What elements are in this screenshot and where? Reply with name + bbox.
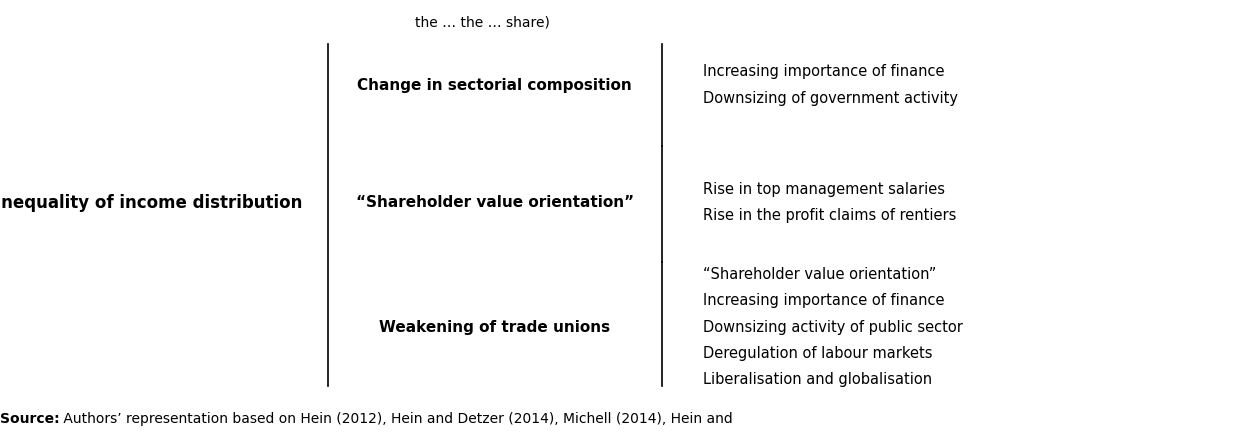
- Text: Rise in the profit claims of rentiers: Rise in the profit claims of rentiers: [703, 208, 956, 223]
- Text: “Shareholder value orientation”: “Shareholder value orientation”: [356, 195, 633, 210]
- Text: Liberalisation and globalisation: Liberalisation and globalisation: [703, 372, 931, 387]
- Text: Weakening of trade unions: Weakening of trade unions: [380, 320, 610, 334]
- Text: “Shareholder value orientation”: “Shareholder value orientation”: [703, 267, 936, 282]
- Text: Authors’ representation based on Hein (2012), Hein and Detzer (2014), Michell (2: Authors’ representation based on Hein (2…: [59, 412, 732, 426]
- Text: Downsizing of government activity: Downsizing of government activity: [703, 91, 957, 106]
- Text: Rise in top management salaries: Rise in top management salaries: [703, 182, 945, 197]
- Text: Increasing importance of finance: Increasing importance of finance: [703, 293, 944, 308]
- Text: Change in sectorial composition: Change in sectorial composition: [357, 78, 632, 92]
- Text: Inequality of income distribution: Inequality of income distribution: [0, 194, 302, 212]
- Text: Downsizing activity of public sector: Downsizing activity of public sector: [703, 320, 962, 334]
- Text: Increasing importance of finance: Increasing importance of finance: [703, 65, 944, 79]
- Text: the … the … share): the … the … share): [414, 15, 550, 29]
- Text: Source:: Source:: [0, 412, 59, 426]
- Text: Deregulation of labour markets: Deregulation of labour markets: [703, 346, 933, 361]
